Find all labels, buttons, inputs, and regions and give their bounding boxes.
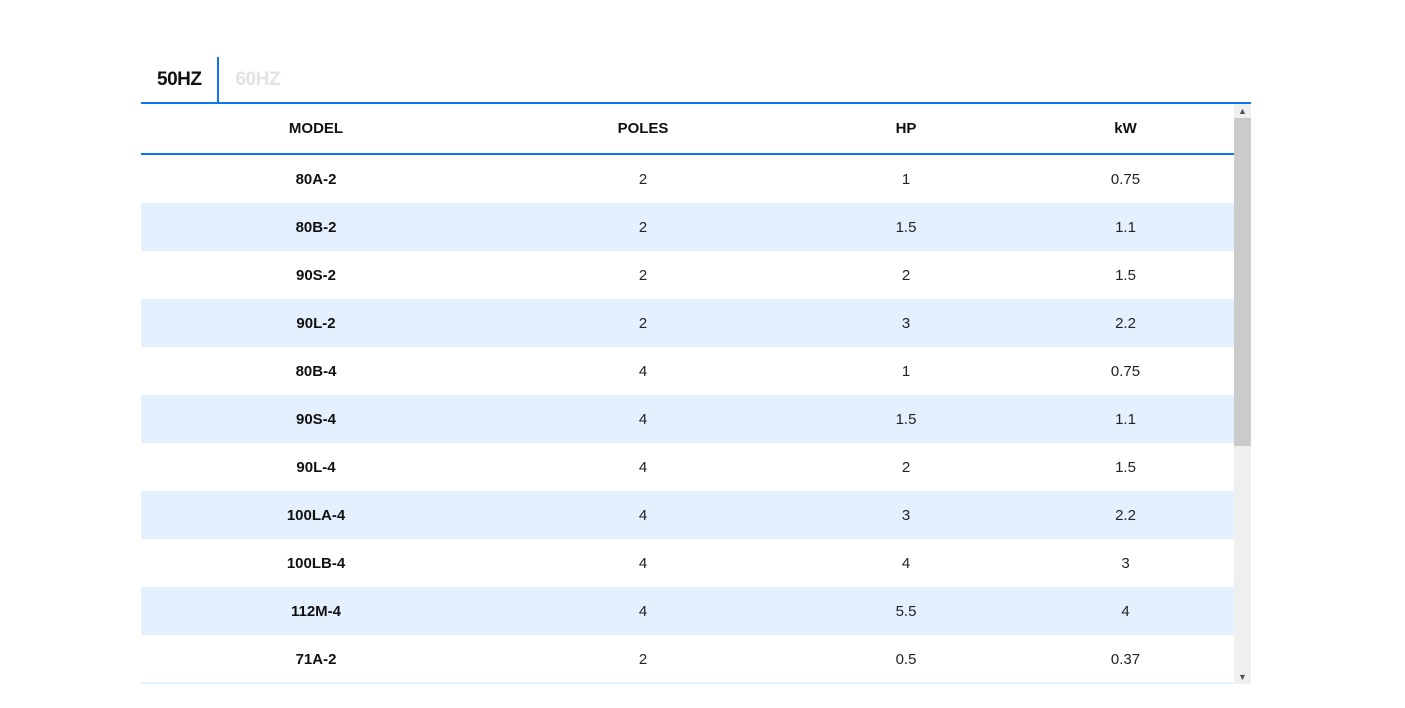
cell-kw: 4 [1017,587,1234,635]
cell-model: 100LA-4 [141,491,491,539]
cell-kw: 1.5 [1115,458,1136,476]
cell-kw: 2.2 [1017,491,1234,539]
header-hp[interactable]: HP [795,104,1017,155]
cell-poles: 2 [491,299,795,347]
cell-hp: 3 [795,491,1017,539]
cell-poles: 4 [638,554,648,572]
cell-hp: 1.5 [795,395,1017,443]
cell-hp: 4 [901,554,911,572]
header-model[interactable]: MODEL [141,104,491,155]
cell-hp: 3 [795,299,1017,347]
table-row: 90L-2 2 3 2.2 [141,299,1234,347]
cell-kw: 2.2 [1017,299,1234,347]
chevron-up-icon[interactable]: ▲ [1238,106,1247,116]
cell-poles: 4 [638,458,648,476]
table-row: 80A-2 2 1 0.75 [141,154,1234,203]
table-row: 71A-2 2 0.5 0.37 [141,635,1234,683]
cell-hp: 2 [901,458,911,476]
tab-50hz[interactable]: 50HZ [141,57,220,102]
vertical-scrollbar[interactable]: ▲ ▼ [1234,104,1251,684]
table-row: 112M-4 4 5.5 4 [141,587,1234,635]
frequency-tabs: 50HZ 60HZ [141,57,1251,104]
cell-kw: 1.1 [1017,395,1234,443]
cell-hp: 0.5 [895,650,917,668]
cell-model: 80B-2 [141,203,491,251]
cell-poles: 2 [638,650,648,668]
cell-kw: 0.75 [1110,362,1141,380]
cell-poles: 2 [638,170,648,188]
cell-poles: 2 [491,203,795,251]
cell-poles: 4 [638,362,648,380]
table-row: 80B-2 2 1.5 1.1 [141,203,1234,251]
cell-kw: 0.75 [1110,170,1141,188]
tab-60hz[interactable]: 60HZ [235,69,280,90]
cell-hp: 1 [901,170,911,188]
cell-poles: 4 [491,587,795,635]
table-row: 100LA-4 4 3 2.2 [141,491,1234,539]
cell-model: 80A-2 [295,170,337,188]
cell-model: 90L-2 [141,299,491,347]
cell-poles: 2 [638,266,648,284]
motor-specs-table: MODEL POLES HP kW 80A-2 2 1 0.75 80B-2 2 1.5 1.… [141,104,1234,683]
table-bottom-border [141,682,1234,684]
table-row: 90S-4 4 1.5 1.1 [141,395,1234,443]
cell-kw: 1.5 [1115,266,1136,284]
cell-hp: 5.5 [795,587,1017,635]
cell-model: 90S-4 [141,395,491,443]
cell-kw: 1.1 [1017,203,1234,251]
table-row: 100LB-4 4 4 3 [141,539,1234,587]
cell-model: 100LB-4 [286,554,346,572]
cell-model: 112M-4 [141,587,491,635]
header-row: MODEL POLES HP kW [141,104,1234,155]
cell-model: 80B-4 [295,362,337,380]
header-poles[interactable]: POLES [491,104,795,155]
cell-poles: 4 [491,395,795,443]
header-kw[interactable]: kW [1017,104,1234,155]
cell-kw: 3 [1121,554,1130,572]
cell-model: 90S-2 [295,266,337,284]
cell-model: 71A-2 [295,650,337,668]
cell-hp: 1 [901,362,911,380]
scrollbar-thumb[interactable] [1234,118,1251,446]
table-row: 90S-2 2 2 1.5 [141,251,1234,299]
cell-model: 90L-4 [296,458,336,476]
cell-poles: 4 [491,491,795,539]
chevron-down-icon[interactable]: ▼ [1238,672,1247,682]
cell-hp: 1.5 [795,203,1017,251]
cell-kw: 0.37 [1110,650,1141,668]
cell-hp: 2 [901,266,911,284]
table-row: 90L-4 4 2 1.5 [141,443,1234,491]
table-row: 80B-4 4 1 0.75 [141,347,1234,395]
table-container: MODEL POLES HP kW 80A-2 2 1 0.75 80B-2 2 1.5 1.… [141,104,1251,684]
